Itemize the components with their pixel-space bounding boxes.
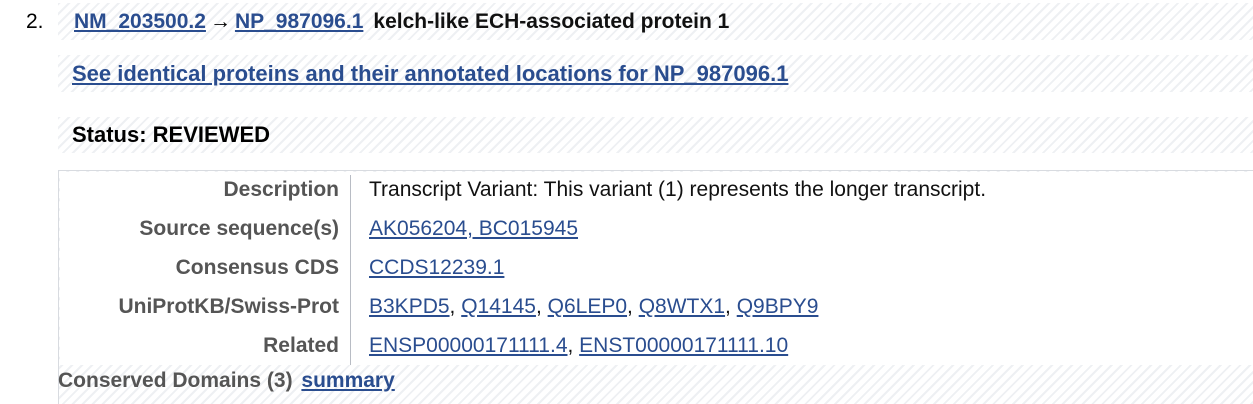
uniprot-link[interactable]: Q6LEP0 <box>547 295 628 318</box>
uniprot-link[interactable]: Q14145 <box>461 295 536 318</box>
row-value: ENSP00000171111.4, ENST00000171111.10 <box>369 333 788 359</box>
entry-number: 2. <box>26 10 44 33</box>
conserved-domains-label: Conserved Domains (3) <box>58 369 293 392</box>
source-sequences-link[interactable]: AK056204, BC015945 <box>369 217 579 240</box>
row-label: Source sequence(s) <box>139 217 339 240</box>
separator: , <box>567 334 580 357</box>
uniprot-link[interactable]: Q9BPY9 <box>736 295 819 318</box>
row-value: CCDS12239.1 <box>369 255 504 281</box>
row-value: Transcript Variant: This variant (1) rep… <box>369 178 987 201</box>
row-label: Description <box>223 178 339 201</box>
row-value: B3KPD5, Q14145, Q6LEP0, Q8WTX1, Q9BPY9 <box>369 294 818 320</box>
entry-title: kelch-like ECH-associated protein 1 <box>373 10 730 33</box>
row-description: Description Transcript Variant: This var… <box>59 172 1253 211</box>
protein-link[interactable]: NP_987096.1 <box>234 10 364 33</box>
row-value: AK056204, BC015945 <box>369 216 578 242</box>
separator: , <box>725 295 737 318</box>
row-uniprot: UniProtKB/Swiss-Prot B3KPD5, Q14145, Q6L… <box>59 289 1253 328</box>
entry-header-bar: NM_203500.2 → NP_987096.1 kelch-like ECH-as… <box>58 3 1253 40</box>
row-label: Consensus CDS <box>175 256 339 279</box>
separator: , <box>449 295 462 318</box>
details-box: Description Transcript Variant: This var… <box>58 170 1253 404</box>
transcript-link[interactable]: NM_203500.2 <box>74 10 206 33</box>
entry-header-text: NM_203500.2 → NP_987096.1 kelch-like ECH-as… <box>74 9 729 35</box>
column-divider <box>350 175 351 365</box>
identical-proteins-bar: See identical proteins and their annotat… <box>58 55 1253 92</box>
separator: , <box>627 295 639 318</box>
row-label: Related <box>263 334 339 357</box>
consensus-cds-link[interactable]: CCDS12239.1 <box>369 256 505 279</box>
entry-header: 2. NM_203500.2 → NP_987096.1 kelch-like ECH… <box>0 0 1253 44</box>
separator: , <box>535 295 548 318</box>
identical-proteins-link[interactable]: See identical proteins and their annotat… <box>72 61 789 86</box>
details-table <box>60 172 1253 365</box>
conserved-domains-summary-link[interactable]: summary <box>301 369 395 392</box>
related-link[interactable]: ENST00000171111.10 <box>579 334 789 357</box>
row-consensus-cds: Consensus CDS CCDS12239.1 <box>59 250 1253 289</box>
row-related: Related ENSP00000171111.4, ENST000001711… <box>59 328 1253 367</box>
conserved-domains: Conserved Domains (3) summary <box>58 368 395 394</box>
row-source-sequences: Source sequence(s) AK056204, BC015945 <box>59 211 1253 250</box>
details-section: Description Transcript Variant: This var… <box>58 170 1253 404</box>
arrow-icon: → <box>209 10 231 33</box>
related-link[interactable]: ENSP00000171111.4 <box>369 334 568 357</box>
uniprot-link[interactable]: B3KPD5 <box>369 295 450 318</box>
status-bar: Status: REVIEWED <box>58 117 1253 153</box>
row-label: UniProtKB/Swiss-Prot <box>118 295 339 318</box>
uniprot-link[interactable]: Q8WTX1 <box>638 295 726 318</box>
status-text: Status: REVIEWED <box>72 122 271 147</box>
